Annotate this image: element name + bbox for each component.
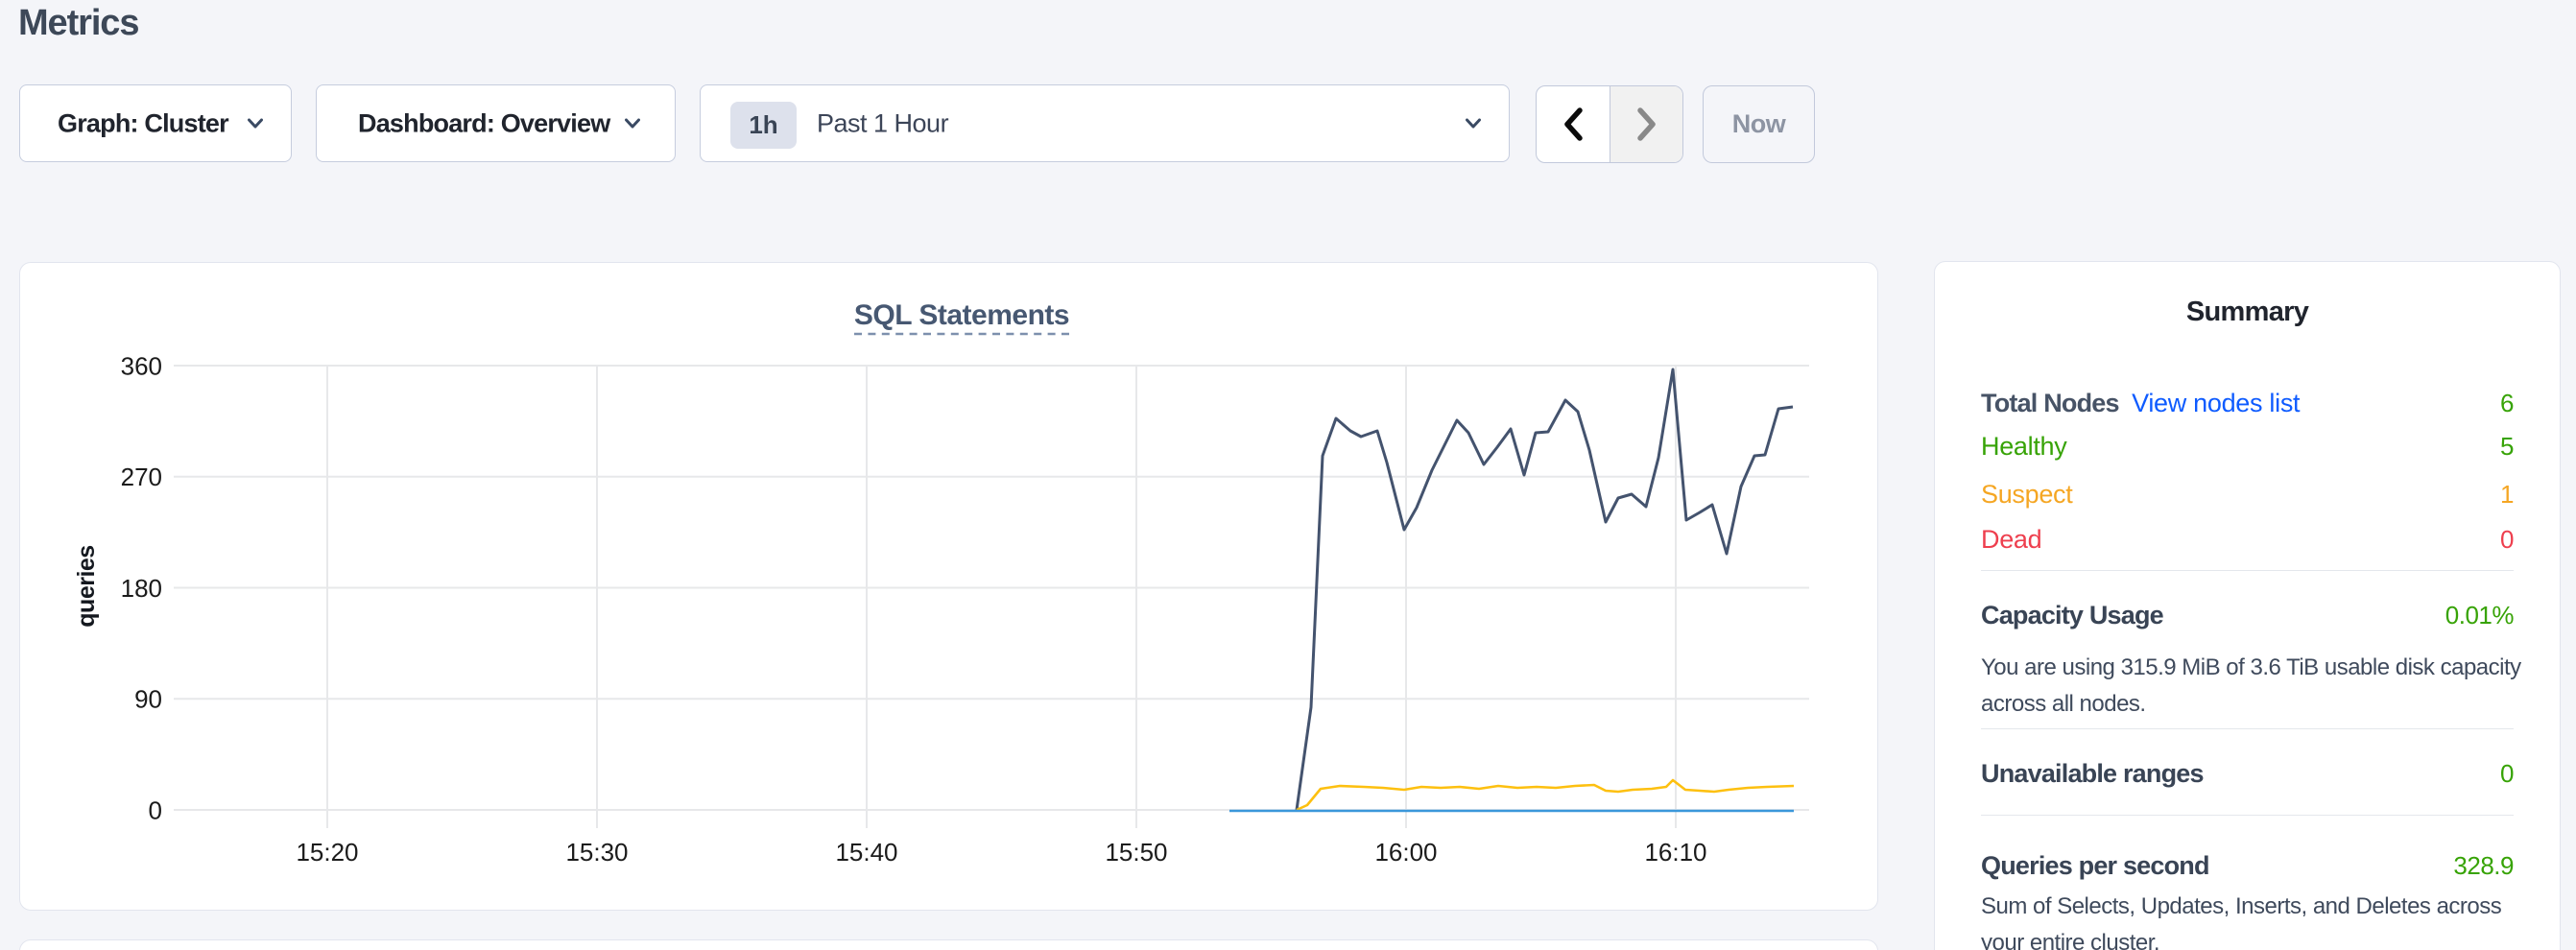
svg-text:360: 360 [121,352,162,381]
svg-text:15:30: 15:30 [565,838,628,867]
svg-text:270: 270 [121,463,162,491]
svg-text:90: 90 [134,685,162,714]
svg-text:16:00: 16:00 [1374,838,1437,867]
svg-text:0: 0 [149,796,162,825]
svg-text:16:10: 16:10 [1644,838,1706,867]
svg-text:15:40: 15:40 [835,838,897,867]
svg-text:15:20: 15:20 [296,838,358,867]
svg-text:15:50: 15:50 [1105,838,1167,867]
svg-text:180: 180 [121,574,162,603]
svg-text:SQL Statements: SQL Statements [854,299,1069,331]
svg-text:queries: queries [73,545,100,627]
